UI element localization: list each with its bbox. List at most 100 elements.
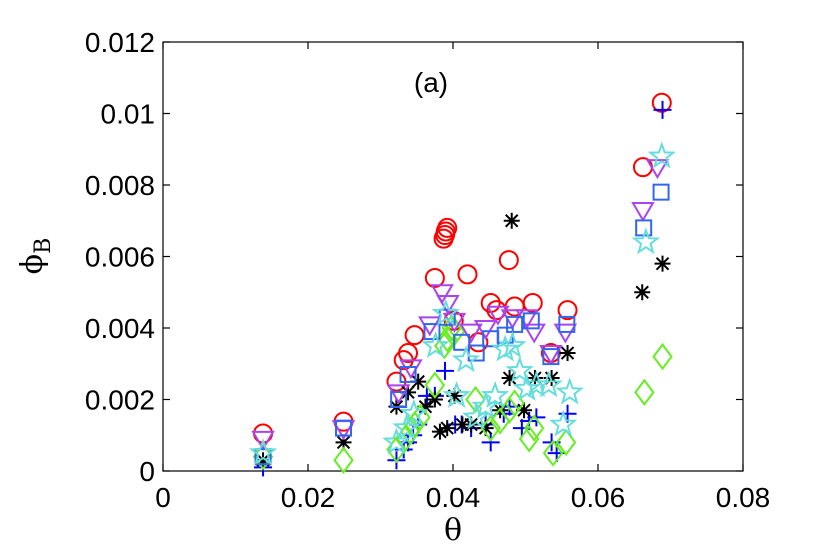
marker-asterisk [454,416,471,433]
marker-diamond [542,439,564,467]
marker-pentagram [451,345,481,373]
marker-pentagram [505,355,534,383]
marker-asterisk [446,387,463,404]
marker-pentagram [512,373,542,401]
axis-ticks: 0 0.02 0.04 0.06 0.08 0 0.002 0.004 0.006 0.008 0.… [85,27,770,513]
x-tick-label: 0.02 [281,482,336,513]
marker-circle [437,217,458,238]
marker-asterisk [543,370,560,387]
marker-diamond [499,396,520,424]
marker-triangle-down [645,159,670,180]
marker-circle [498,250,519,271]
y-tick-label: 0.01 [101,99,156,130]
marker-diamond [480,414,501,442]
marker-pentagram [631,227,661,255]
marker-diamond [652,342,673,371]
marker-asterisk [439,420,456,437]
marker-pentagram [498,331,527,358]
marker-square [506,315,524,333]
marker-pentagram [462,402,491,430]
marker-diamond [465,385,486,414]
marker-asterisk [417,398,434,415]
marker-plus [481,433,500,452]
marker-asterisk [410,373,427,390]
marker-diamond [518,425,540,453]
marker-diamond [410,403,431,432]
marker-circle [557,300,578,321]
marker-pentagram [647,141,676,169]
y-axis-subscript: B [31,238,56,254]
x-tick-label: 0 [155,482,171,513]
marker-pentagram [248,438,278,466]
marker-asterisk [516,402,533,419]
marker-plus [436,361,455,380]
marker-square [335,419,353,437]
y-axis-label: ϕB [15,238,56,275]
plot-background [162,41,744,472]
marker-triangle-down [430,284,454,305]
marker-pentagram [534,370,563,398]
x-tick-label: 0.08 [716,482,771,513]
marker-asterisk [559,345,576,362]
marker-triangle-down [386,384,411,405]
marker-triangle-down [436,294,460,315]
marker-pentagram [480,381,510,408]
marker-asterisk [400,384,417,401]
marker-square [254,448,272,466]
marker-square [399,365,417,383]
marker-diamond [424,371,446,399]
marker-pentagram [549,409,578,437]
marker-asterisk [477,420,494,437]
svg-text:ϕB: ϕB [15,238,56,275]
marker-pentagram [442,381,471,408]
marker-asterisk [335,434,352,451]
marker-square [652,183,670,201]
marker-triangle-down [251,430,275,451]
data-markers [248,92,676,477]
marker-triangle-down [631,202,655,222]
x-axis-label: θ [444,513,462,548]
x-tick-label: 0.06 [571,482,626,513]
marker-pentagram [421,330,450,358]
marker-square [423,323,441,341]
y-tick-label: 0.008 [85,170,155,201]
marker-triangle-down [486,305,510,326]
marker-pentagram [431,298,460,326]
marker-square [542,348,560,366]
y-tick-label: 0.004 [85,313,155,344]
y-tick-label: 0.002 [85,385,155,416]
marker-asterisk [654,255,671,272]
marker-square [453,333,471,351]
marker-circle [424,267,445,288]
marker-diamond [555,428,577,457]
marker-asterisk [501,370,518,387]
marker-diamond [394,425,416,453]
marker-pentagram [392,413,421,441]
marker-diamond [523,414,545,442]
y-tick-label: 0.006 [85,242,155,273]
marker-diamond [399,418,421,446]
y-tick-label: 0 [139,456,155,487]
marker-asterisk [634,284,651,301]
marker-asterisk [463,416,480,433]
marker-pentagram [399,398,429,426]
marker-triangle-down [473,320,498,340]
marker-asterisk [503,212,520,229]
marker-asterisk [255,452,272,469]
marker-square [558,315,576,333]
marker-square [522,312,540,330]
marker-asterisk [431,423,448,440]
marker-circle [398,343,419,364]
marker-circle [457,264,478,285]
panel-annotation: (a) [414,67,448,98]
marker-diamond [634,378,655,407]
marker-triangle-down [553,323,578,344]
marker-triangle-down [459,323,483,344]
marker-triangle-down [522,323,546,344]
marker-plus [653,100,672,119]
marker-triangle-down [539,345,563,365]
marker-circle [522,292,543,313]
marker-pentagram [382,427,411,455]
marker-pentagram [555,377,584,405]
